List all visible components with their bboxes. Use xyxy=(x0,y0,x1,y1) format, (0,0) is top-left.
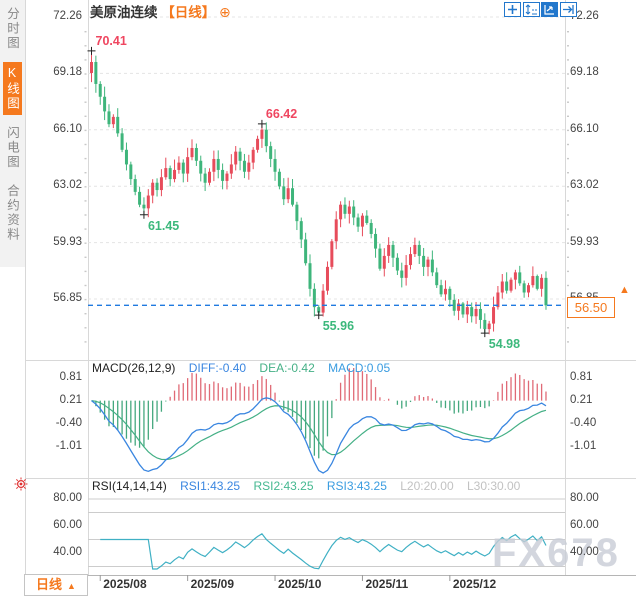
extreme-annotation: 55.96 xyxy=(322,319,355,334)
price-axis-label-right: 66.10 xyxy=(570,122,599,135)
price-axis-label-left: 72.26 xyxy=(53,10,82,22)
rsi-axis-label-right: 80.00 xyxy=(570,492,599,504)
go-to-latest-icon[interactable] xyxy=(559,2,577,17)
macd-axis-label-right: 0.21 xyxy=(570,394,593,406)
sidebar-tab-contract-info[interactable]: 合约资料 xyxy=(5,184,19,242)
candlestick-series xyxy=(90,50,548,335)
price-axis-label-right: 72.26 xyxy=(570,10,599,22)
macd-axis-label-right: -1.01 xyxy=(570,440,597,452)
auto-fit-icon[interactable] xyxy=(541,2,558,17)
sidebar-tabs: 分时图 K线图 闪电图 合约资料 xyxy=(0,0,25,267)
extreme-annotation: 54.98 xyxy=(488,337,521,352)
period-tag: 【日线】 xyxy=(161,5,216,20)
macd-diff-value: DIFF:-0.40 xyxy=(188,361,247,375)
price-axis-label-left: 69.18 xyxy=(53,66,82,79)
extreme-annotation: 66.42 xyxy=(265,106,298,121)
date-label: 2025/09 xyxy=(190,577,235,591)
rsi3-value: RSI3:43.25 xyxy=(326,479,387,493)
macd-dea-value: DEA:-0.42 xyxy=(259,361,315,375)
date-label: 2025/10 xyxy=(278,577,322,591)
price-axis-label-left: 56.85 xyxy=(53,292,82,304)
macd-title: MACD(26,12,9) xyxy=(92,361,176,375)
period-selector-button[interactable]: 日线 ▲ xyxy=(24,574,88,596)
rsi2-value: RSI2:43.25 xyxy=(253,479,314,493)
rsi-axis-label-left: 40.00 xyxy=(53,546,82,558)
date-label: 2025/11 xyxy=(365,577,409,591)
symbol-name: 美原油连续 xyxy=(90,5,158,20)
crosshair-tool-icon[interactable] xyxy=(504,2,521,17)
period-selector-label: 日线 xyxy=(36,577,63,592)
extreme-annotation: 70.41 xyxy=(95,33,127,48)
rsi-axis-label-right: 40.00 xyxy=(570,546,599,558)
macd-indicator-header: MACD(26,12,9) DIFF:-0.40 DEA:-0.42 MACD:… xyxy=(92,361,400,375)
price-axis-label-left: 63.02 xyxy=(53,179,82,192)
axis-scale-icon[interactable] xyxy=(522,2,540,17)
period-selector-arrow-icon: ▲ xyxy=(67,581,76,591)
rsi1-value: RSI1:43.25 xyxy=(180,479,241,493)
chart-title: 美原油连续 【日线】 ⊕ xyxy=(90,1,231,21)
rsi-indicator-header: RSI(14,14,14) RSI1:43.25 RSI2:43.25 RSI3… xyxy=(92,479,530,493)
sidebar-tab-kline-chart[interactable]: K线图 xyxy=(3,61,22,115)
rsi-axis-label-left: 80.00 xyxy=(53,492,82,504)
price-axis-label-right: 63.02 xyxy=(570,179,599,192)
macd-axis-label-left: 0.81 xyxy=(59,371,82,383)
macd-axis-label-right: -0.40 xyxy=(570,417,597,429)
price-axis-label-right: 69.18 xyxy=(570,66,599,79)
current-price-tag: 56.50 xyxy=(567,297,615,318)
macd-series xyxy=(91,368,547,474)
macd-axis-label-right: 0.81 xyxy=(570,371,593,383)
macd-axis-label-left: 0.21 xyxy=(59,394,82,406)
rsi-l30-value: L30:30.00 xyxy=(466,479,521,493)
add-indicator-icon[interactable]: ⊕ xyxy=(219,4,231,20)
extreme-annotation: 61.45 xyxy=(147,218,180,233)
date-label: 2025/12 xyxy=(452,577,497,591)
fx678-watermark: FX678 xyxy=(492,531,620,575)
price-axis-label-left: 66.10 xyxy=(53,122,82,135)
rsi-axis-label-right: 60.00 xyxy=(570,519,599,531)
macd-macd-value: MACD:0.05 xyxy=(328,361,391,375)
rsi-l20-value: L20:20.00 xyxy=(400,479,454,493)
price-axis-label-left: 59.93 xyxy=(53,235,82,248)
sidebar-tab-lightning-chart[interactable]: 闪电图 xyxy=(5,125,19,170)
date-label: 2025/08 xyxy=(103,577,147,591)
rsi-settings-icon[interactable] xyxy=(14,477,28,496)
rsi-series xyxy=(100,533,547,570)
rsi-axis-label-left: 60.00 xyxy=(53,519,82,531)
sidebar-tab-timeshare-chart[interactable]: 分时图 xyxy=(5,7,19,51)
rsi-title: RSI(14,14,14) xyxy=(92,479,167,493)
sidebar: 分时图 K线图 闪电图 合约资料 xyxy=(0,0,26,596)
macd-axis-label-left: -1.01 xyxy=(55,440,82,452)
price-up-arrow-icon: ▲ xyxy=(619,284,630,296)
macd-axis-label-left: -0.40 xyxy=(55,417,82,429)
price-axis-label-right: 59.93 xyxy=(570,235,599,248)
